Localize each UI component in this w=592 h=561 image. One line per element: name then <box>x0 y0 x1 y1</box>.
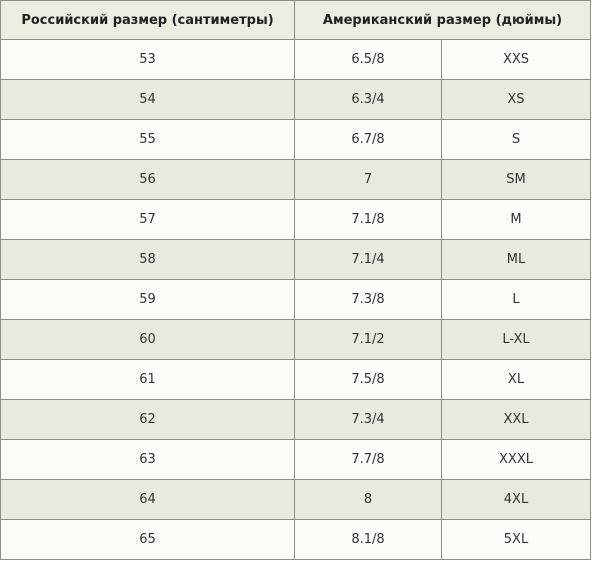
table-row: 65 8.1/8 5XL <box>0 519 591 560</box>
cell-cm: 59 <box>0 279 295 320</box>
cell-letter-size: XXL <box>441 399 591 440</box>
cell-inches: 7.5/8 <box>294 359 442 400</box>
table-row: 54 6.3/4 XS <box>0 79 591 120</box>
header-russian-size: Российский размер (сантиметры) <box>0 0 295 40</box>
cell-cm: 62 <box>0 399 295 440</box>
cell-letter-size: M <box>441 199 591 240</box>
cell-inches: 7.3/8 <box>294 279 442 320</box>
table-header: Российский размер (сантиметры) Американс… <box>0 0 591 40</box>
cell-inches: 7.7/8 <box>294 439 442 480</box>
cell-inches: 8 <box>294 479 442 520</box>
cell-inches: 7.1/8 <box>294 199 442 240</box>
table-row: 58 7.1/4 ML <box>0 239 591 280</box>
cell-cm: 55 <box>0 119 295 160</box>
cell-cm: 54 <box>0 79 295 120</box>
cell-cm: 61 <box>0 359 295 400</box>
cell-letter-size: L <box>441 279 591 320</box>
cell-letter-size: XL <box>441 359 591 400</box>
cell-cm: 57 <box>0 199 295 240</box>
table-row: 53 6.5/8 XXS <box>0 39 591 80</box>
header-row: Российский размер (сантиметры) Американс… <box>0 0 591 40</box>
cell-letter-size: ML <box>441 239 591 280</box>
cell-letter-size: L-XL <box>441 319 591 360</box>
table-row: 63 7.7/8 XXXL <box>0 439 591 480</box>
header-american-size: Американский размер (дюймы) <box>294 0 591 40</box>
cell-cm: 63 <box>0 439 295 480</box>
cell-letter-size: XS <box>441 79 591 120</box>
table-row: 55 6.7/8 S <box>0 119 591 160</box>
cell-inches: 7.1/2 <box>294 319 442 360</box>
cell-inches: 7.1/4 <box>294 239 442 280</box>
cell-letter-size: 4XL <box>441 479 591 520</box>
cell-cm: 56 <box>0 159 295 200</box>
table-row: 60 7.1/2 L-XL <box>0 319 591 360</box>
cell-inches: 6.5/8 <box>294 39 442 80</box>
cell-cm: 65 <box>0 519 295 560</box>
cell-cm: 60 <box>0 319 295 360</box>
cell-inches: 6.7/8 <box>294 119 442 160</box>
cell-inches: 7 <box>294 159 442 200</box>
cell-letter-size: S <box>441 119 591 160</box>
cell-letter-size: SM <box>441 159 591 200</box>
cell-letter-size: 5XL <box>441 519 591 560</box>
table-body: 53 6.5/8 XXS 54 6.3/4 XS 55 6.7/8 S 56 7 SM 57 7.1/8 M… <box>0 39 591 560</box>
cell-inches: 7.3/4 <box>294 399 442 440</box>
cell-inches: 6.3/4 <box>294 79 442 120</box>
table-row: 62 7.3/4 XXL <box>0 399 591 440</box>
cell-cm: 58 <box>0 239 295 280</box>
cell-cm: 64 <box>0 479 295 520</box>
table-row: 64 8 4XL <box>0 479 591 520</box>
table-row: 56 7 SM <box>0 159 591 200</box>
cell-inches: 8.1/8 <box>294 519 442 560</box>
cell-cm: 53 <box>0 39 295 80</box>
cell-letter-size: XXS <box>441 39 591 80</box>
table-row: 59 7.3/8 L <box>0 279 591 320</box>
cell-letter-size: XXXL <box>441 439 591 480</box>
table-row: 61 7.5/8 XL <box>0 359 591 400</box>
table-row: 57 7.1/8 M <box>0 199 591 240</box>
